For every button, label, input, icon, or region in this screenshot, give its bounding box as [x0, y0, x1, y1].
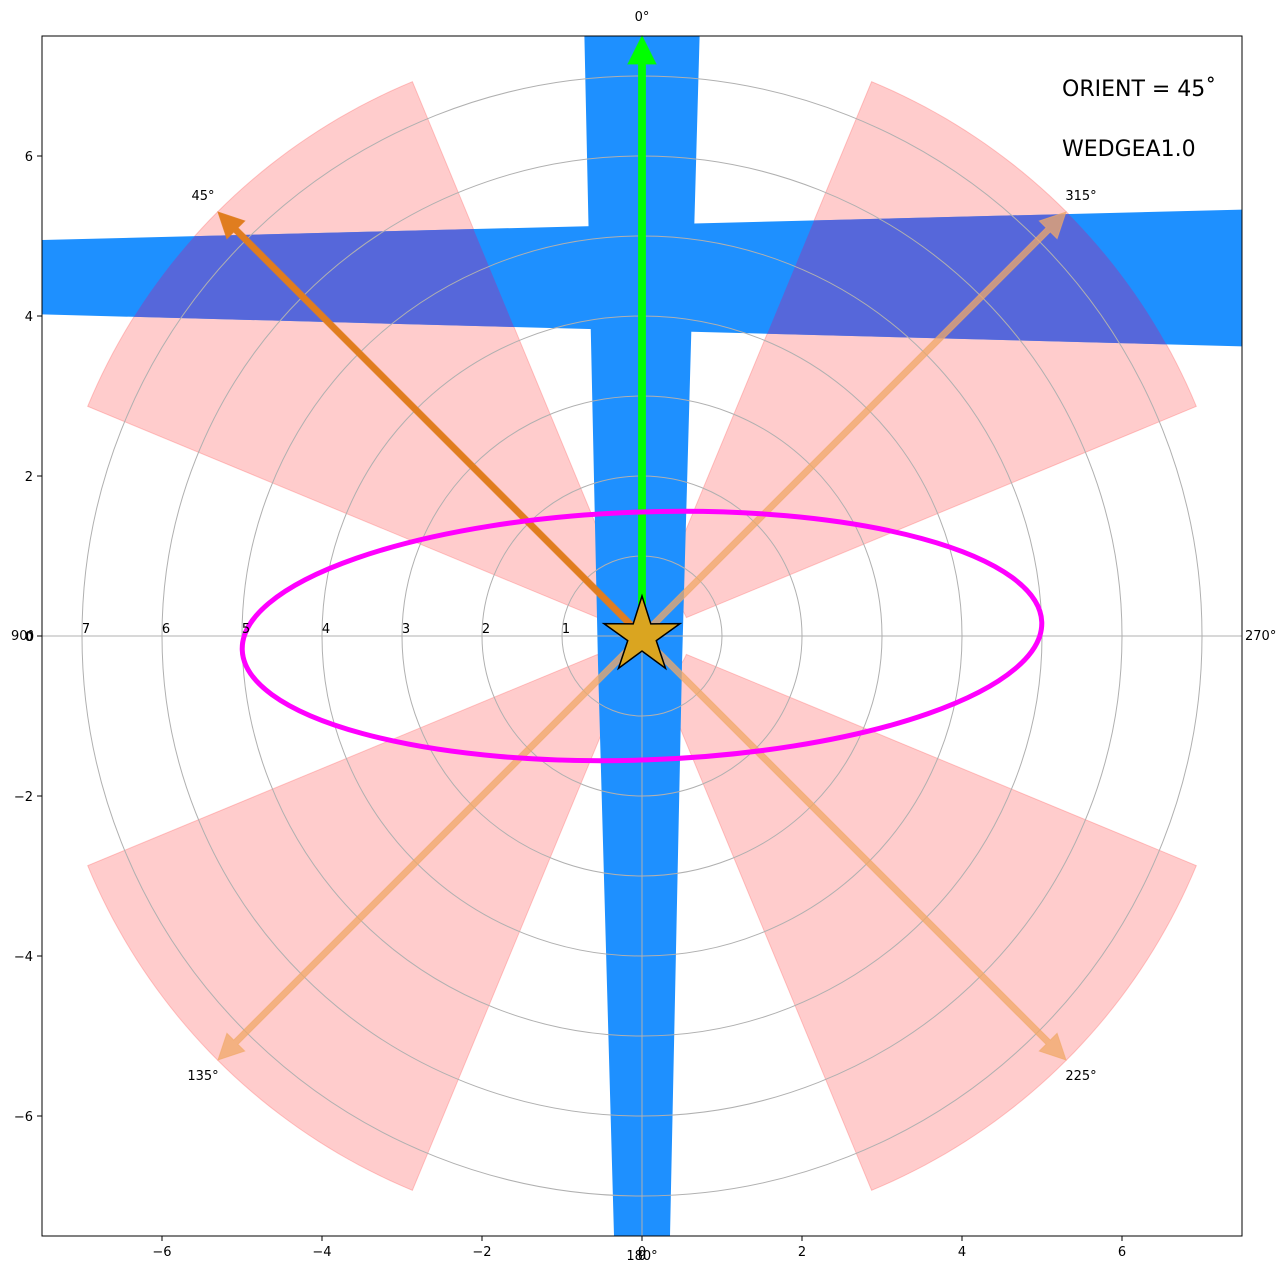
compass-label-top: 0° [635, 10, 650, 25]
arrow-north [627, 34, 657, 637]
arrow-45-deg [217, 211, 645, 639]
x-tick-label: −4 [312, 1245, 331, 1260]
star-layer [601, 593, 683, 671]
ring-label: 6 [162, 622, 170, 637]
y-tick-label: −6 [14, 1110, 33, 1125]
y-tick-label: −4 [14, 950, 33, 965]
ellipse-layer [239, 508, 1045, 764]
ring-label: 4 [322, 622, 330, 637]
arrow-label-315: 315° [1065, 189, 1096, 204]
ring-label: 7 [82, 622, 90, 637]
star-marker [601, 593, 683, 671]
annotation-orient: ORIENT = 45˚ [1062, 77, 1216, 102]
ring-label: 1 [562, 622, 570, 637]
x-tick-label: 0 [638, 1245, 646, 1260]
y-tick-label: 4 [25, 310, 33, 325]
x-tick-label: 6 [1118, 1245, 1126, 1260]
x-tick-label: 4 [958, 1245, 966, 1260]
x-tick-label: −2 [472, 1245, 491, 1260]
x-tick-label: 2 [798, 1245, 806, 1260]
annotation-wedge: WEDGEA1.0 [1062, 137, 1196, 162]
y-tick-label: 0 [25, 630, 33, 645]
arrow-label-135: 135° [187, 1069, 218, 1084]
y-tick-label: 2 [25, 470, 33, 485]
ring-label-center: 0 [26, 630, 34, 645]
ring-label: 3 [402, 622, 410, 637]
arrow-135-deg [217, 633, 645, 1061]
compass-label-left: 90° [11, 629, 34, 644]
ring-label: 2 [482, 622, 490, 637]
arrow-label-225: 225° [1065, 1069, 1096, 1084]
arrow-225-deg [639, 633, 1067, 1061]
ring-label: 5 [242, 622, 250, 637]
arrow-label-45: 45° [191, 189, 214, 204]
x-tick-label: −6 [152, 1245, 171, 1260]
compass-label-bottom: 180° [626, 1249, 657, 1264]
y-tick-label: −2 [14, 790, 33, 805]
arrows-layer [217, 34, 1067, 1061]
magenta-ellipse [239, 508, 1045, 764]
compass-label-right: 270° [1245, 629, 1276, 644]
y-tick-label: 6 [25, 150, 33, 165]
ring-label-center-bottom: 0 [638, 1249, 646, 1264]
axes-layer: −6 −4 −2 0 2 4 6 −6 −4 −2 0 2 4 6 [14, 35, 1243, 1260]
arrow-315-deg [639, 211, 1067, 639]
